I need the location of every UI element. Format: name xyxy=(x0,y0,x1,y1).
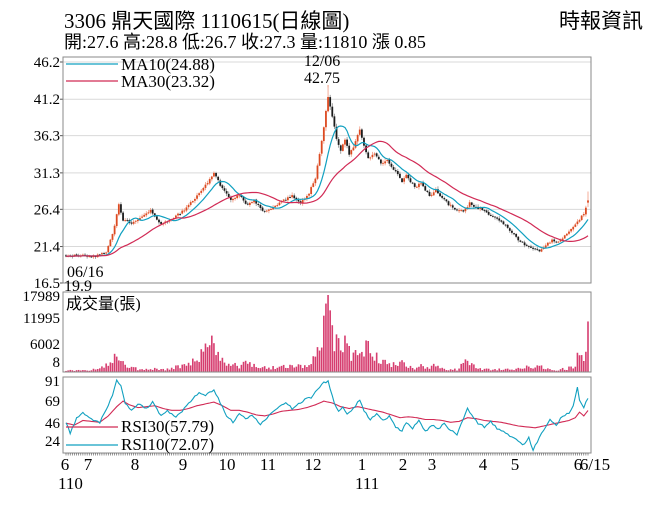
data-vendor-label: 時報資訊 xyxy=(559,9,643,33)
axis-label: 41.2 xyxy=(34,92,60,108)
axis-label: 31.3 xyxy=(34,166,60,182)
axis-label: 91 xyxy=(45,374,60,390)
axis-label: 69 xyxy=(45,394,60,410)
ma-line xyxy=(65,140,589,257)
axis-label: 8 xyxy=(131,455,140,474)
axis-label: 11 xyxy=(260,455,276,474)
axis-label: 21.4 xyxy=(34,240,61,256)
ma-lines xyxy=(65,125,589,257)
legends: MA10(24.88)MA30(23.32) RSI30(57.79)RSI10(… xyxy=(66,55,215,454)
axis-label: 12 xyxy=(305,455,322,474)
axis-label: 7 xyxy=(84,455,93,474)
axis-label: 16.5 xyxy=(34,276,60,292)
axis-label: 26.4 xyxy=(34,202,61,218)
axis-label: 8 xyxy=(53,355,61,371)
axis-label: 110 xyxy=(58,474,83,493)
axis-label: 17989 xyxy=(23,289,61,305)
rsi-line xyxy=(65,400,589,429)
axis-label: 11995 xyxy=(23,311,60,327)
axis-label: 4 xyxy=(479,455,488,474)
axis-label: 3 xyxy=(428,455,437,474)
axis-label: 24 xyxy=(45,434,61,450)
axis-label: RSI10(72.07) xyxy=(121,435,214,454)
axis-label: 5 xyxy=(511,455,520,474)
rsi-line xyxy=(65,378,589,453)
axis-label: 36.3 xyxy=(34,129,60,145)
axis-label: 6 xyxy=(574,455,583,474)
axis-label: 19.9 xyxy=(64,278,92,295)
volume-panel: 成交量(張) xyxy=(65,295,589,372)
axis-label: 10 xyxy=(219,455,236,474)
axis-label: MA10(24.88) xyxy=(121,55,215,74)
axis-label: MA30(23.32) xyxy=(121,72,215,91)
axis-label: 6 xyxy=(61,455,70,474)
axis-label: 6002 xyxy=(30,337,60,353)
axis-label: 46.2 xyxy=(34,55,60,71)
axis-label: 12/06 xyxy=(304,53,340,70)
axis-label: 46 xyxy=(45,416,61,432)
axis-label: 2 xyxy=(399,455,408,474)
grid xyxy=(60,61,591,284)
axis-label: 42.75 xyxy=(304,70,340,87)
axis-label: 1 xyxy=(358,455,367,474)
ma-line xyxy=(65,125,589,257)
axis-label: 成交量(張) xyxy=(66,295,141,313)
axis-label: 6/15 xyxy=(580,455,610,474)
axis-label: 06/16 xyxy=(67,264,103,281)
panel-frames xyxy=(62,56,592,454)
axis-label: 111 xyxy=(355,474,379,493)
axis-label: RSI30(57.79) xyxy=(121,417,214,436)
page-title: 3306 鼎天國際 1110615(日線圖) xyxy=(64,9,350,33)
rsi-panel xyxy=(65,378,589,453)
axis-label: 9 xyxy=(179,455,188,474)
ohlc-summary: 開:27.6 高:28.8 低:26.7 收:27.3 量:11810 漲 0.… xyxy=(64,32,426,52)
